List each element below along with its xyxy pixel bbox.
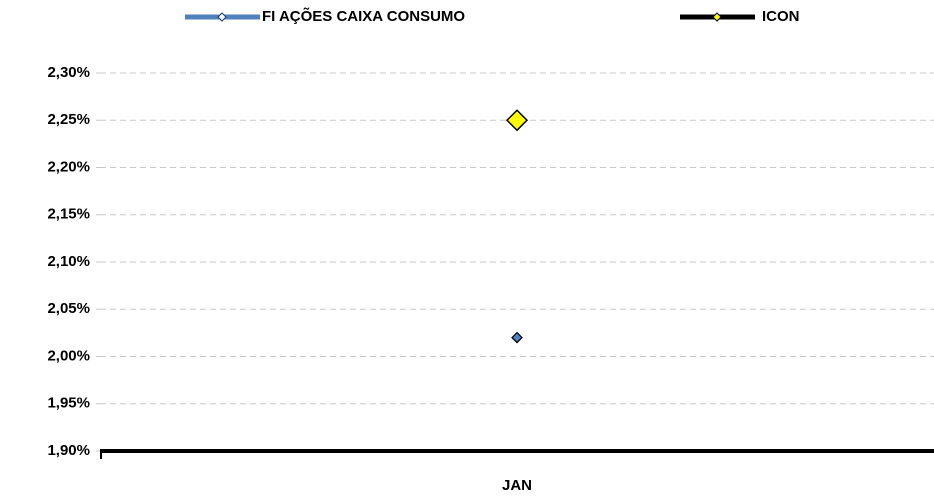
marker: [511, 331, 523, 344]
y-tick-label: 2,15%: [47, 206, 90, 223]
x-tick-label: JAN: [502, 477, 532, 494]
y-tick-label: 1,95%: [47, 395, 90, 412]
legend-marker: [712, 12, 722, 22]
marker: [505, 109, 529, 132]
y-tick-label: 2,00%: [47, 347, 90, 364]
legend-label: ICON: [762, 8, 800, 25]
y-tick-label: 1,90%: [47, 442, 90, 459]
y-tick-label: 2,20%: [47, 158, 90, 175]
y-tick-label: 2,10%: [47, 253, 90, 270]
legend-label: FI AÇÕES CAIXA CONSUMO: [262, 7, 465, 25]
y-tick-label: 2,05%: [47, 300, 90, 317]
y-tick-label: 2,25%: [47, 111, 90, 128]
legend-marker: [217, 12, 227, 22]
y-tick-label: 2,30%: [47, 64, 90, 81]
